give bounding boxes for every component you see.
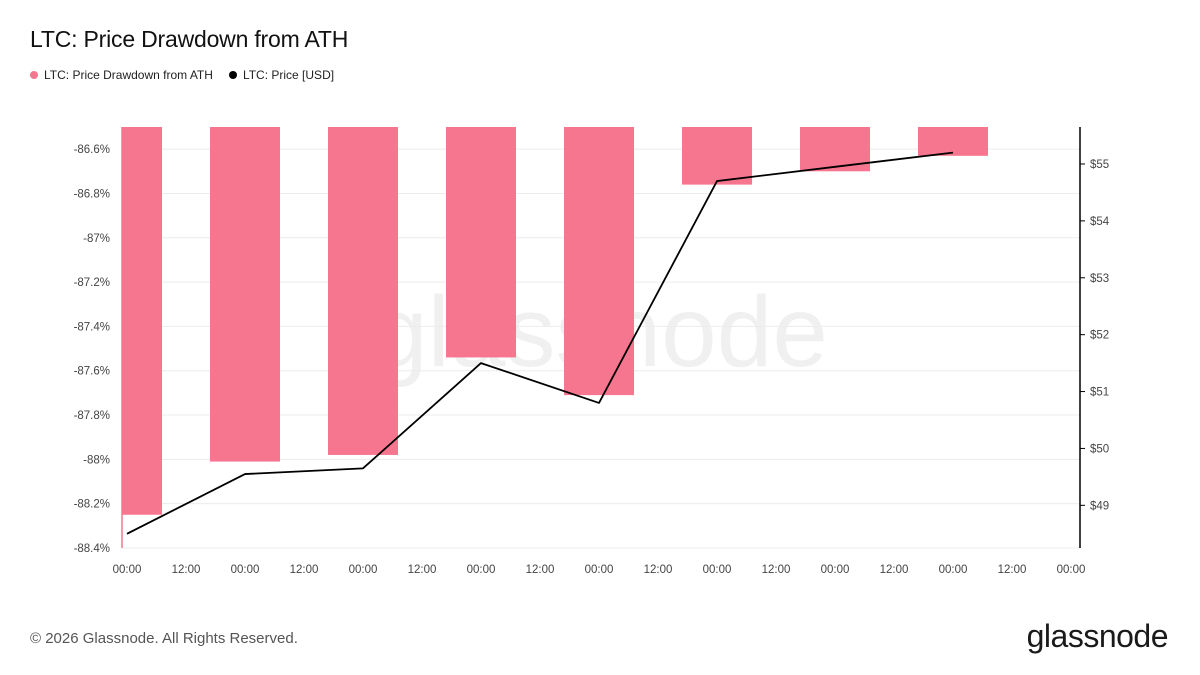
drawdown-bar bbox=[446, 127, 516, 358]
y-left-tick-label: -87.4% bbox=[74, 321, 110, 333]
drawdown-bar bbox=[122, 127, 162, 515]
x-tick-label: 12:00 bbox=[762, 564, 791, 576]
axes: -86.6% -86.8% -87% -87.2% -87.4% -87.6% -87.8%… bbox=[74, 127, 1110, 576]
price-line-path bbox=[126, 151, 954, 535]
y-right-tick-label: $54 bbox=[1090, 216, 1110, 228]
x-tick-label: 12:00 bbox=[526, 564, 555, 576]
legend-label-drawdown: LTC: Price Drawdown from ATH bbox=[44, 68, 213, 82]
y-left-tick-label: -87.2% bbox=[74, 277, 110, 289]
x-tick-label: 00:00 bbox=[113, 564, 142, 576]
x-tick-label: 00:00 bbox=[703, 564, 732, 576]
legend-item-price[interactable]: LTC: Price [USD] bbox=[228, 68, 335, 82]
drawdown-bar bbox=[210, 127, 280, 462]
y-right-tick-label: $49 bbox=[1090, 500, 1109, 512]
drawdown-bar bbox=[328, 127, 398, 455]
x-tick-label: 12:00 bbox=[998, 564, 1027, 576]
y-right-tick-label: $50 bbox=[1090, 443, 1109, 455]
x-tick-label: 12:00 bbox=[644, 564, 673, 576]
copyright-text: © 2026 Glassnode. All Rights Reserved. bbox=[30, 630, 298, 647]
drawdown-bar bbox=[918, 127, 988, 156]
x-tick-label: 12:00 bbox=[172, 564, 201, 576]
x-tick-label: 00:00 bbox=[821, 564, 850, 576]
legend-dot-price bbox=[228, 71, 237, 79]
x-tick-label: 00:00 bbox=[349, 564, 378, 576]
y-left-tick-label: -88.2% bbox=[74, 499, 110, 511]
y-right-tick-label: $53 bbox=[1090, 273, 1109, 285]
price-line bbox=[126, 151, 954, 535]
legend-dot-drawdown bbox=[30, 71, 38, 79]
y-right-tick-label: $52 bbox=[1090, 330, 1109, 342]
y-right-tick-label: $51 bbox=[1090, 387, 1109, 399]
y-left-tick-label: -88.4% bbox=[74, 543, 110, 555]
y-left-tick-label: -86.8% bbox=[74, 188, 110, 200]
brand-logo: glassnode bbox=[1026, 618, 1169, 654]
y-left-tick-label: -87% bbox=[83, 233, 110, 245]
x-tick-label: 00:00 bbox=[467, 564, 496, 576]
y-left-tick-label: -87.8% bbox=[74, 410, 110, 422]
x-tick-label: 00:00 bbox=[585, 564, 614, 576]
drawdown-bars bbox=[122, 127, 988, 515]
legend: LTC: Price Drawdown from ATH LTC: Price … bbox=[30, 68, 334, 82]
x-tick-label: 00:00 bbox=[231, 564, 260, 576]
chart-title: LTC: Price Drawdown from ATH bbox=[30, 26, 349, 52]
y-left-tick-label: -88% bbox=[83, 454, 110, 466]
y-right-tick-label: $55 bbox=[1090, 159, 1109, 171]
drawdown-bar bbox=[564, 127, 634, 396]
x-tick-label: 12:00 bbox=[290, 564, 319, 576]
legend-label-price: LTC: Price [USD] bbox=[242, 68, 335, 82]
x-tick-label: 12:00 bbox=[408, 564, 437, 576]
x-tick-label: 12:00 bbox=[880, 564, 909, 576]
x-tick-label: 00:00 bbox=[939, 564, 968, 576]
y-left-tick-label: -87.6% bbox=[74, 366, 110, 378]
legend-item-drawdown[interactable]: LTC: Price Drawdown from ATH bbox=[30, 68, 213, 82]
drawdown-bar bbox=[682, 127, 752, 185]
x-tick-label: 00:00 bbox=[1057, 564, 1086, 576]
y-left-tick-label: -86.6% bbox=[74, 144, 110, 156]
